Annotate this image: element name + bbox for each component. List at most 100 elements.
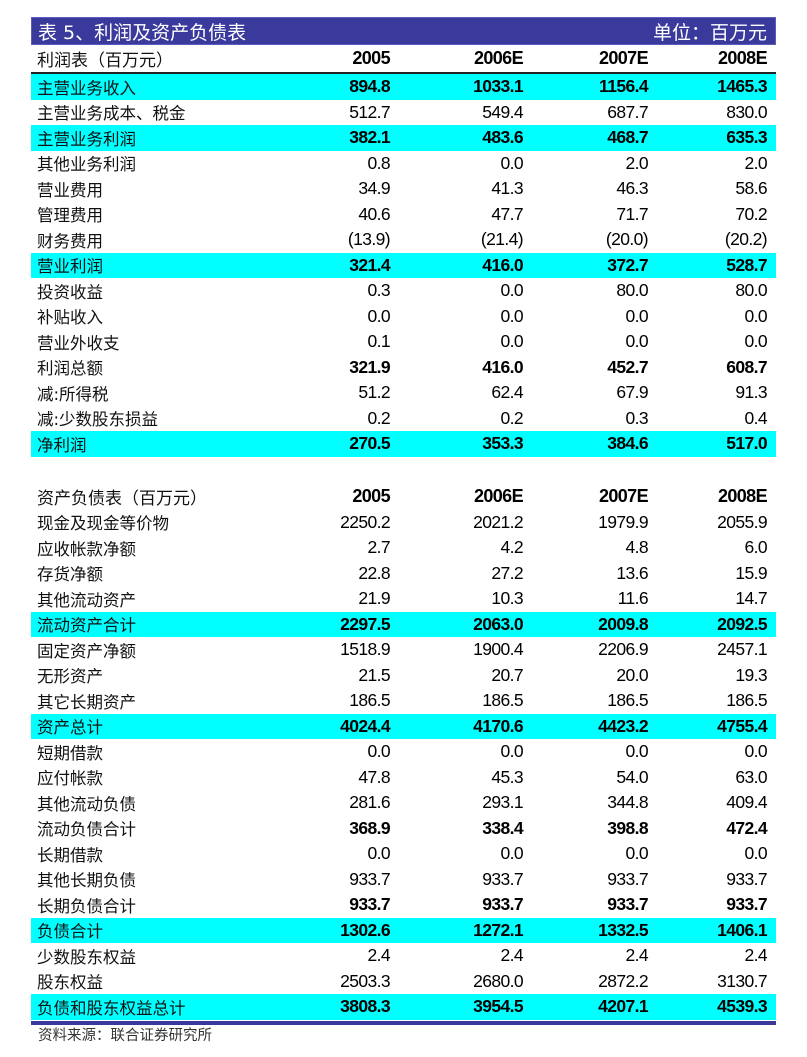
year-header: 2006E <box>473 48 524 68</box>
cell-value: 2055.9 <box>717 511 768 532</box>
cell-value: 34.9 <box>358 178 390 199</box>
cell-value: 398.8 <box>607 817 648 838</box>
row-label: 其它长期资产 <box>37 692 136 712</box>
cell-value: 13.6 <box>616 562 648 583</box>
cell-value: 63.0 <box>735 766 767 787</box>
row-label: 营业外收支 <box>37 333 120 353</box>
row-label: 少数股东权益 <box>37 947 136 967</box>
table-row: 短期借款 0.0 0.0 0.0 0.0 <box>31 739 776 765</box>
cell-value: 4170.6 <box>473 715 524 736</box>
table-row: 存货净额 22.8 27.2 13.6 15.9 <box>31 561 776 587</box>
cell-value: 0.4 <box>744 407 767 428</box>
cell-value: 0.3 <box>625 407 648 428</box>
table-row: 固定资产净额 1518.9 1900.4 2206.9 2457.1 <box>31 637 776 663</box>
cell-value: 416.0 <box>482 254 523 275</box>
cell-value: 54.0 <box>616 766 648 787</box>
cell-value: 3130.7 <box>717 970 768 991</box>
cell-value: 45.3 <box>491 766 523 787</box>
table-row: 其他业务利润 0.8 0.0 2.0 2.0 <box>31 151 776 177</box>
cell-value: 933.7 <box>482 868 523 889</box>
cell-value: 452.7 <box>607 356 648 377</box>
cell-value: 2.4 <box>744 945 767 966</box>
balance-header-label: 资产负债表（百万元） <box>37 488 207 509</box>
cell-value: 2503.3 <box>340 970 391 991</box>
cell-value: 22.8 <box>358 562 390 583</box>
cell-value: 1332.5 <box>598 919 649 940</box>
table-row: 主营业务成本、税金 512.7 549.4 687.7 830.0 <box>31 100 776 126</box>
row-label: 主营业务收入 <box>37 78 136 98</box>
cell-value: 894.8 <box>349 76 390 97</box>
row-label: 营业利润 <box>37 257 103 277</box>
row-label: 营业费用 <box>37 180 103 200</box>
year-header: 2008E <box>717 485 768 506</box>
table-row: 净利润 270.5 353.3 384.6 517.0 <box>31 431 776 457</box>
cell-value: 0.0 <box>367 741 390 762</box>
cell-value: 338.4 <box>482 817 523 838</box>
table-row: 其它长期资产 186.5 186.5 186.5 186.5 <box>31 688 776 714</box>
table-row: 资产总计 4024.4 4170.6 4423.2 4755.4 <box>31 713 776 739</box>
row-label: 补贴收入 <box>37 308 103 328</box>
cell-value: 321.9 <box>349 356 390 377</box>
cell-value: 4024.4 <box>340 715 391 736</box>
cell-value: 2680.0 <box>473 970 524 991</box>
row-label: 其他业务利润 <box>37 155 136 175</box>
table-row: 少数股东权益 2.4 2.4 2.4 2.4 <box>31 943 776 969</box>
cell-value: 0.2 <box>367 407 390 428</box>
cell-value: 21.9 <box>358 588 390 609</box>
cell-value: 0.3 <box>367 280 390 301</box>
cell-value: 14.7 <box>735 588 767 609</box>
table-bottom-rule <box>31 1020 776 1025</box>
cell-value: 20.0 <box>616 664 648 685</box>
table-row: 财务费用 (13.9) (21.4) (20.0) (20.2) <box>31 227 776 253</box>
cell-value: 4755.4 <box>717 715 768 736</box>
cell-value: 933.7 <box>726 894 767 915</box>
row-label: 主营业务成本、税金 <box>37 104 186 124</box>
cell-value: 0.0 <box>625 305 648 326</box>
cell-value: 468.7 <box>607 127 648 148</box>
cell-value: 933.7 <box>607 894 648 915</box>
row-label: 投资收益 <box>37 282 103 302</box>
cell-value: 1033.1 <box>473 76 524 97</box>
row-label: 长期借款 <box>37 845 103 865</box>
cell-value: 0.1 <box>367 331 390 352</box>
cell-value: 4.8 <box>625 537 648 558</box>
table-row: 负债合计 1302.6 1272.1 1332.5 1406.1 <box>31 917 776 943</box>
row-label: 净利润 <box>37 435 87 455</box>
year-header: 2007E <box>598 485 649 506</box>
year-header: 2005 <box>352 48 390 68</box>
table-row: 流动负债合计 368.9 338.4 398.8 472.4 <box>31 816 776 842</box>
cell-value: 281.6 <box>349 792 390 813</box>
cell-value: 2457.1 <box>717 639 768 660</box>
row-label: 现金及现金等价物 <box>37 514 169 534</box>
cell-value: 0.0 <box>367 843 390 864</box>
row-label: 其他流动负债 <box>37 794 136 814</box>
cell-value: 1465.3 <box>717 76 768 97</box>
cell-value: 933.7 <box>726 868 767 889</box>
cell-value: 0.0 <box>500 280 523 301</box>
cell-value: 3808.3 <box>340 996 391 1017</box>
cell-value: 1302.6 <box>340 919 391 940</box>
cell-value: 1900.4 <box>473 639 524 660</box>
cell-value: 517.0 <box>726 433 767 454</box>
cell-value: 293.1 <box>482 792 523 813</box>
cell-value: 62.4 <box>491 382 523 403</box>
cell-value: 1979.9 <box>598 511 649 532</box>
cell-value: 0.0 <box>744 305 767 326</box>
row-label: 固定资产净额 <box>37 641 136 661</box>
cell-value: 0.0 <box>625 331 648 352</box>
cell-value: 608.7 <box>726 356 767 377</box>
cell-value: 91.3 <box>735 382 767 403</box>
cell-value: 71.7 <box>616 203 648 224</box>
table-row: 管理费用 40.6 47.7 71.7 70.2 <box>31 202 776 228</box>
cell-value: 2250.2 <box>340 511 391 532</box>
cell-value: 0.0 <box>500 152 523 173</box>
table-row: 其他流动负债 281.6 293.1 344.8 409.4 <box>31 790 776 816</box>
cell-value: 0.0 <box>625 741 648 762</box>
cell-value: 687.7 <box>607 101 648 122</box>
row-label: 利润总额 <box>37 359 103 379</box>
cell-value: 3954.5 <box>473 996 524 1017</box>
cell-value: 1156.4 <box>599 76 649 97</box>
cell-value: 528.7 <box>726 254 767 275</box>
table-row: 股东权益 2503.3 2680.0 2872.2 3130.7 <box>31 969 776 995</box>
cell-value: 10.3 <box>491 588 523 609</box>
